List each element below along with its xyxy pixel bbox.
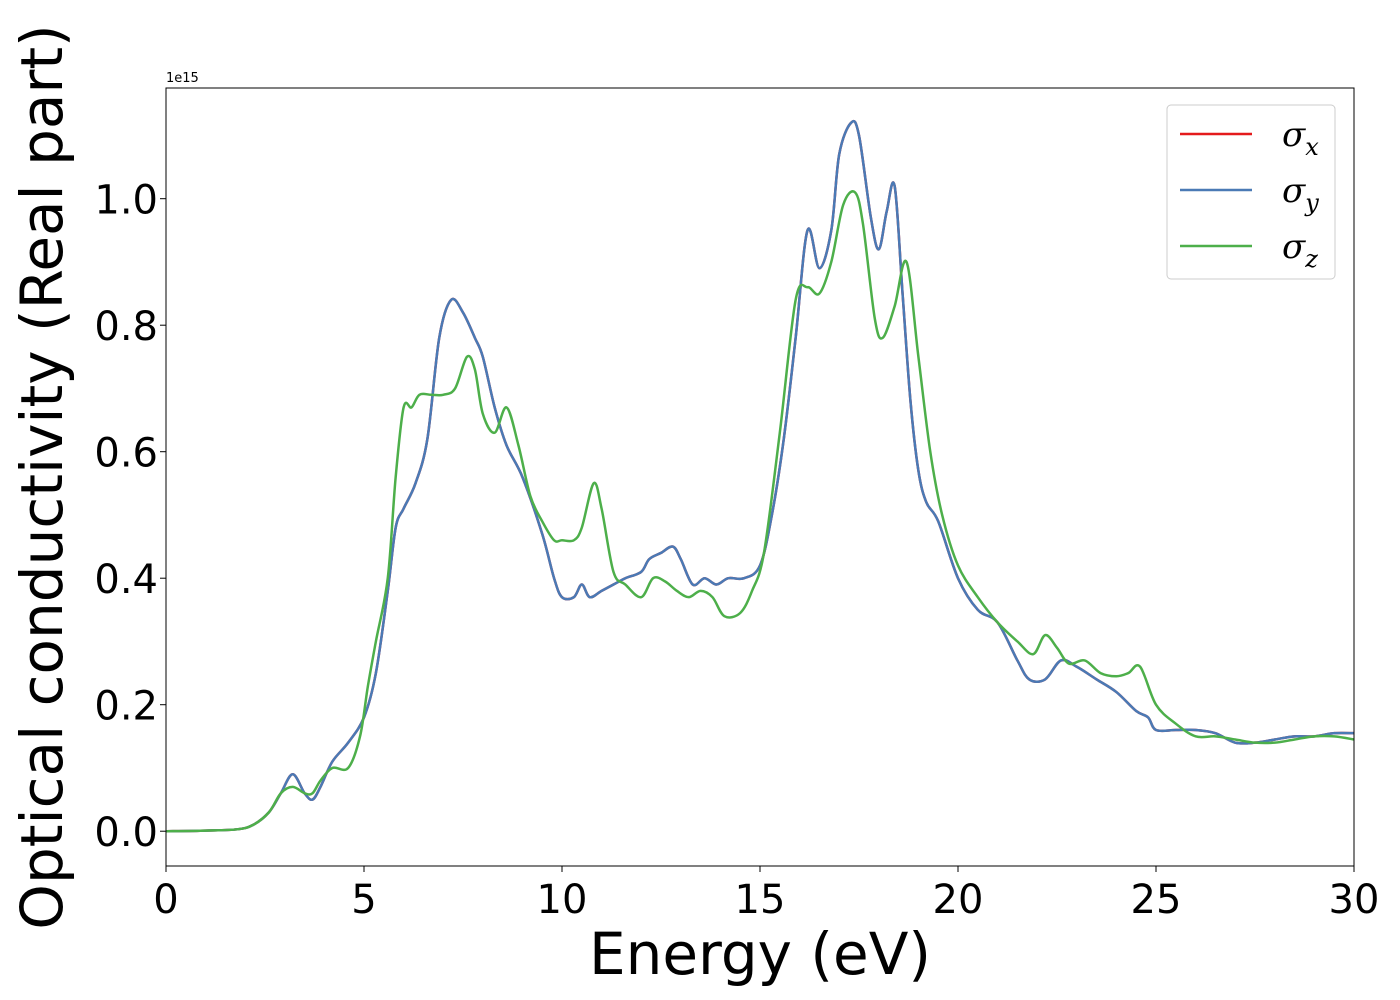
y-tick-label: 0.2 bbox=[94, 684, 158, 730]
plot-area bbox=[166, 88, 1354, 866]
x-tick-label: 25 bbox=[1131, 877, 1182, 923]
series-line-y bbox=[166, 119, 1354, 833]
x-tick-label: 5 bbox=[351, 877, 376, 923]
series-line-z bbox=[166, 190, 1354, 833]
x-tick-label: 20 bbox=[933, 877, 984, 923]
y-axis-label: Optical conductivity (Real part) bbox=[8, 24, 76, 929]
x-axis-label: Energy (eV) bbox=[589, 920, 931, 988]
y-axis-ticks: 0.0 0.2 0.4 0.6 0.8 1.0 bbox=[94, 178, 166, 856]
x-tick-label: 0 bbox=[153, 877, 178, 923]
series-layer bbox=[166, 119, 1354, 833]
x-axis-ticks: 0 5 10 15 20 25 30 bbox=[153, 866, 1379, 923]
x-tick-label: 30 bbox=[1329, 877, 1380, 923]
legend-box bbox=[1166, 104, 1336, 280]
y-tick-label: 1.0 bbox=[94, 178, 158, 224]
x-tick-label: 15 bbox=[735, 877, 786, 923]
y-tick-label: 0.0 bbox=[94, 810, 158, 856]
y-tick-label: 0.8 bbox=[94, 304, 158, 350]
x-tick-label: 10 bbox=[537, 877, 588, 923]
y-offset-label: 1e15 bbox=[166, 71, 199, 86]
y-tick-label: 0.4 bbox=[94, 557, 158, 603]
y-tick-label: 0.6 bbox=[94, 431, 158, 477]
